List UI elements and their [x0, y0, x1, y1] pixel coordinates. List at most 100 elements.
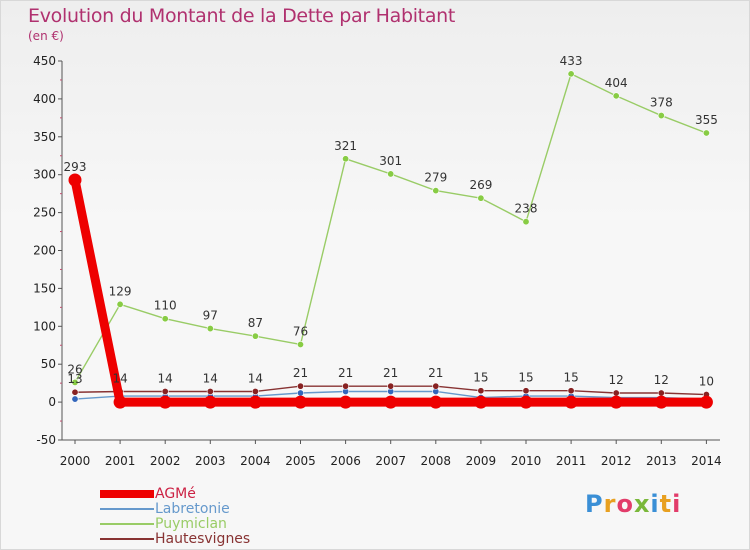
x-tick-label: 2002 [150, 454, 181, 468]
data-point-hautesvignes [567, 387, 575, 395]
data-label-hautesvignes: 21 [338, 366, 353, 380]
data-point-agmé [339, 395, 353, 409]
y-tick-label: 250 [33, 206, 56, 220]
data-point-hautesvignes [71, 388, 79, 396]
series-line-puymiclan [74, 73, 708, 384]
data-point-hautesvignes [161, 387, 169, 395]
legend-swatch [100, 523, 154, 525]
data-label-puymiclan: 110 [154, 299, 177, 313]
data-point-agmé [474, 395, 488, 409]
data-point-hautesvignes [657, 389, 665, 397]
legend-item-agmé: AGMé [100, 487, 320, 502]
data-label-hautesvignes: 14 [112, 371, 127, 385]
data-point-agmé [564, 395, 578, 409]
data-label-hautesvignes: 14 [203, 371, 218, 385]
data-label-hautesvignes: 14 [158, 371, 173, 385]
y-tick-label: 0 [48, 395, 56, 409]
x-tick-label: 2009 [466, 454, 497, 468]
data-point-agmé [203, 395, 217, 409]
data-point-hautesvignes [522, 387, 530, 395]
y-tick-label: -50 [36, 433, 56, 447]
data-point-puymiclan [657, 112, 665, 120]
logo-letter: x [633, 490, 651, 518]
data-point-hautesvignes [251, 387, 259, 395]
data-label-puymiclan: 129 [109, 284, 132, 298]
data-point-agmé [654, 395, 668, 409]
data-point-puymiclan [432, 187, 440, 195]
data-point-hautesvignes [342, 382, 350, 390]
legend-label: Labretonie [155, 501, 230, 517]
x-tick-label: 2010 [511, 454, 542, 468]
logo-letter: P [585, 490, 604, 518]
legend: AGMé Labretonie Puymiclan Hautesvignes [100, 487, 320, 547]
logo-letter: t [659, 490, 673, 518]
data-point-agmé [113, 395, 127, 409]
legend-swatch [100, 490, 154, 498]
y-tick-label: 100 [33, 319, 56, 333]
logo-letter: o [616, 490, 634, 518]
data-label-puymiclan: 321 [334, 139, 357, 153]
data-point-agmé [68, 173, 82, 187]
data-label-puymiclan: 238 [515, 202, 538, 216]
y-tick-label: 300 [33, 168, 56, 182]
data-label-hautesvignes: 14 [248, 371, 263, 385]
data-label-puymiclan: 279 [424, 171, 447, 185]
legend-swatch [100, 508, 154, 510]
data-point-labretonie [296, 389, 304, 397]
x-tick-label: 2004 [240, 454, 271, 468]
data-label-hautesvignes: 12 [609, 373, 624, 387]
data-label-puymiclan: 26 [67, 362, 82, 376]
data-point-agmé [609, 395, 623, 409]
x-tick-label: 2005 [285, 454, 316, 468]
data-label-agmé: 293 [64, 160, 87, 174]
data-label-hautesvignes: 15 [518, 371, 533, 385]
data-point-hautesvignes [612, 389, 620, 397]
data-point-puymiclan [702, 129, 710, 137]
x-tick-label: 2006 [330, 454, 361, 468]
data-point-hautesvignes [206, 387, 214, 395]
logo-letter: i [650, 490, 660, 518]
data-label-puymiclan: 301 [379, 154, 402, 168]
data-point-agmé [699, 395, 713, 409]
data-label-hautesvignes: 21 [293, 366, 308, 380]
data-point-puymiclan [612, 92, 620, 100]
data-label-hautesvignes: 10 [699, 375, 714, 389]
logo-letter: i [672, 490, 682, 518]
data-point-agmé [429, 395, 443, 409]
data-point-hautesvignes [477, 387, 485, 395]
data-label-hautesvignes: 21 [428, 366, 443, 380]
data-point-agmé [384, 395, 398, 409]
y-tick-label: 400 [33, 92, 56, 106]
legend-swatch [100, 538, 154, 540]
y-tick-label: 200 [33, 244, 56, 258]
data-point-puymiclan [116, 300, 124, 308]
logo-letter: r [603, 490, 617, 518]
x-tick-label: 2011 [556, 454, 587, 468]
legend-item-labretonie: Labretonie [100, 502, 320, 517]
data-point-hautesvignes [387, 382, 395, 390]
data-label-puymiclan: 355 [695, 113, 718, 127]
y-tick-label: 350 [33, 130, 56, 144]
data-point-hautesvignes [296, 382, 304, 390]
data-point-puymiclan [161, 315, 169, 323]
data-label-puymiclan: 433 [560, 54, 583, 68]
data-point-puymiclan [251, 332, 259, 340]
chart-subtitle: (en €) [28, 29, 64, 43]
legend-item-hautesvignes: Hautesvignes [100, 532, 320, 547]
y-tick-label: 150 [33, 281, 56, 295]
data-point-agmé [158, 395, 172, 409]
data-point-agmé [248, 395, 262, 409]
data-point-hautesvignes [432, 382, 440, 390]
legend-label: Hautesvignes [155, 531, 251, 547]
proxiti-logo: Proxiti [585, 490, 681, 518]
data-point-agmé [519, 395, 533, 409]
data-point-puymiclan [522, 218, 530, 226]
data-point-puymiclan [296, 340, 304, 348]
x-tick-label: 2013 [646, 454, 677, 468]
legend-label: AGMé [155, 486, 196, 502]
data-point-puymiclan [477, 194, 485, 202]
data-label-hautesvignes: 15 [563, 371, 578, 385]
x-tick-label: 2008 [421, 454, 452, 468]
chart-title: Evolution du Montant de la Dette par Hab… [28, 5, 456, 27]
